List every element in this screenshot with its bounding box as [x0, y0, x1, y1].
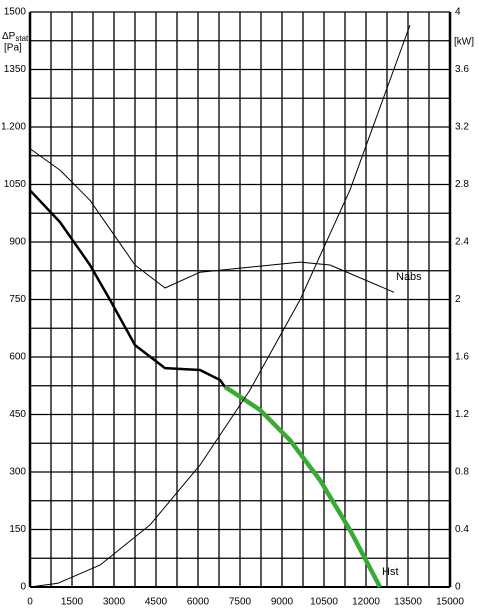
y-axis-label: ΔPstat [2, 31, 29, 43]
y-tick-label: 150 [9, 524, 26, 535]
x-tick-label: 7500 [229, 597, 252, 608]
y2-tick-label: 4 [455, 7, 461, 18]
y2-tick-label: 1.2 [455, 409, 469, 420]
y-tick-label: 750 [9, 294, 26, 305]
x-tick-label: 12000 [352, 597, 380, 608]
series-line [223, 385, 382, 589]
y2-axis-unit: [kW] [454, 37, 474, 48]
y-tick-label: 1050 [4, 179, 27, 190]
x-tick-label: 13500 [394, 597, 422, 608]
y-tick-label: 1500 [4, 7, 27, 18]
y-tick-label: 1.200 [1, 122, 26, 133]
series-line [29, 24, 411, 588]
y-label-main: ΔP [2, 31, 16, 42]
y2-tick-label: 2 [455, 294, 461, 305]
x-tick-label: 4500 [145, 597, 168, 608]
y-tick-label: 1350 [4, 64, 27, 75]
series-label: Hst [382, 566, 399, 578]
y2-tick-label: 0 [455, 582, 461, 593]
y-tick-label: 0 [20, 582, 26, 593]
series-line [29, 148, 395, 293]
y2-tick-label: 3.6 [455, 64, 469, 75]
y-tick-label: 450 [9, 409, 26, 420]
y2-tick-label: 2.4 [455, 237, 469, 248]
y-label-sub: stat [15, 34, 29, 43]
x-tick-label: 1500 [61, 597, 84, 608]
series-line [29, 189, 227, 388]
x-tick-label: 6000 [187, 597, 210, 608]
y2-tick-label: 0.8 [455, 467, 469, 478]
x-tick-label: 10500 [310, 597, 338, 608]
y2-tick-label: 2.8 [455, 179, 469, 190]
x-tick-label: 9000 [271, 597, 294, 608]
x-tick-label: 3000 [103, 597, 126, 608]
y2-tick-label: 1.6 [455, 352, 469, 363]
y-tick-label: 600 [9, 352, 26, 363]
series-label: Nabs [396, 271, 422, 283]
y-tick-label: 900 [9, 237, 26, 248]
y2-tick-label: 0.4 [455, 524, 469, 535]
y-tick-label: 300 [9, 467, 26, 478]
x-tick-label: 0 [27, 597, 33, 608]
y-axis-unit: [Pa] [4, 43, 22, 54]
y2-tick-label: 3.2 [455, 122, 469, 133]
x-tick-label: 15000 [436, 597, 464, 608]
